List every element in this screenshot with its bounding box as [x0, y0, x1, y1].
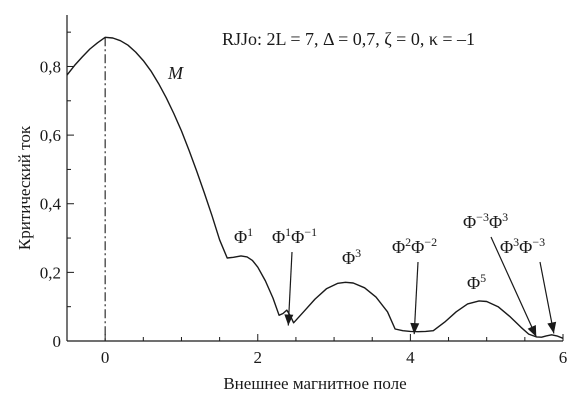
arrow-head-phi-3-phi3 [527, 325, 537, 337]
annotation-phi3: Φ3 [342, 246, 361, 268]
annotation-phi1-phi-1: Φ1Φ−1 [272, 225, 317, 247]
x-tick-label: 6 [559, 348, 568, 367]
axes-frame [66, 15, 563, 342]
arrow-head-phi1-phi-1 [284, 314, 294, 326]
superscript: 3 [355, 246, 361, 260]
arrow-shaft-phi1-phi-1 [287, 251, 293, 326]
annotation-parameters: RJJo: 2L = 7, Δ = 0,7, ζ = 0, κ = –1 [222, 29, 475, 49]
annotation-phi1: Φ1 [234, 225, 253, 247]
y-tick-label: 0,4 [40, 195, 62, 214]
critical-current-curve [66, 36, 564, 339]
x-axis-title: Внешнее магнитное поле [223, 374, 406, 393]
annotation-phi3-phi-3: Φ3Φ−3 [500, 235, 545, 257]
superscript: 2 [405, 235, 411, 249]
superscript: 1 [285, 225, 291, 239]
arrow-shaft-phi2-phi-2 [413, 261, 419, 335]
formula-part: Φ [411, 237, 424, 257]
superscript: 1 [247, 225, 253, 239]
superscript: −3 [532, 235, 545, 249]
superscript: 3 [513, 235, 519, 249]
formula-part: Φ [291, 227, 304, 247]
annotation-phi2-phi-2: Φ2Φ−2 [392, 235, 437, 257]
annotation-phi5: Φ5 [467, 271, 486, 293]
formula-part: Φ [500, 237, 513, 257]
arrow-shaft-phi3-phi-3 [539, 261, 555, 334]
formula-part: Φ [463, 212, 476, 232]
annotation-phi-3-phi3: Φ−3Φ3 [463, 210, 508, 232]
x-tick-label: 4 [406, 348, 415, 367]
arrow-head-phi2-phi-2 [410, 322, 420, 335]
superscript: 3 [502, 210, 508, 224]
arrow-shaft-phi-3-phi3 [490, 236, 537, 338]
y-tick-label: 0,2 [40, 263, 61, 282]
axis-ticks: 0 2 4 6 0 0,2 0,4 0,6 0,8 [40, 31, 568, 367]
x-tick-label: 0 [101, 348, 110, 367]
y-tick-label: 0,8 [40, 57, 61, 76]
formula-part: Φ [272, 227, 285, 247]
formula-part: Φ [392, 237, 405, 257]
superscript: −3 [476, 210, 489, 224]
y-tick-label: 0 [53, 332, 62, 351]
annotation-m-label: M [167, 63, 184, 83]
superscript: −1 [304, 225, 317, 239]
arrow-head-phi3-phi-3 [547, 321, 557, 334]
formula-part: Φ [467, 273, 480, 293]
formula-part: Φ [519, 237, 532, 257]
formula-part: Φ [489, 212, 502, 232]
formula-part: Φ [342, 248, 355, 268]
series-group [66, 36, 564, 339]
y-tick-label: 0,6 [40, 126, 61, 145]
superscript: −2 [424, 235, 437, 249]
y-axis-title: Критический ток [15, 125, 34, 250]
formula-part: Φ [234, 227, 247, 247]
x-tick-label: 2 [254, 348, 263, 367]
superscript: 5 [480, 271, 486, 285]
